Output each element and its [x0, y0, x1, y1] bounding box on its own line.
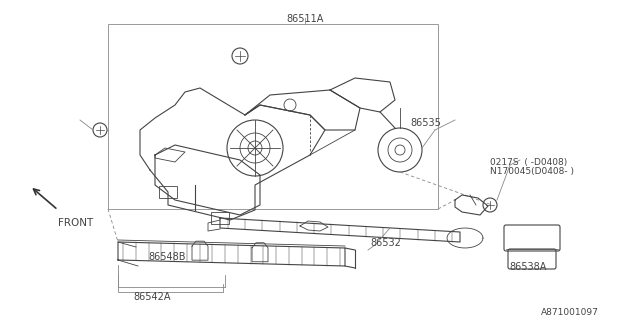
Text: 86535: 86535: [410, 118, 441, 128]
Text: 86542A: 86542A: [133, 292, 171, 302]
Text: 86511A: 86511A: [286, 14, 324, 24]
Text: N170045(D0408- ): N170045(D0408- ): [490, 167, 574, 176]
Text: 0217S  ( -D0408): 0217S ( -D0408): [490, 158, 567, 167]
Text: 86532: 86532: [370, 238, 401, 248]
Bar: [108, 24, 438, 209]
Text: 86538A: 86538A: [509, 262, 547, 272]
Text: 86548B: 86548B: [148, 252, 186, 262]
Text: A871001097: A871001097: [541, 308, 599, 317]
Text: FRONT: FRONT: [58, 218, 93, 228]
